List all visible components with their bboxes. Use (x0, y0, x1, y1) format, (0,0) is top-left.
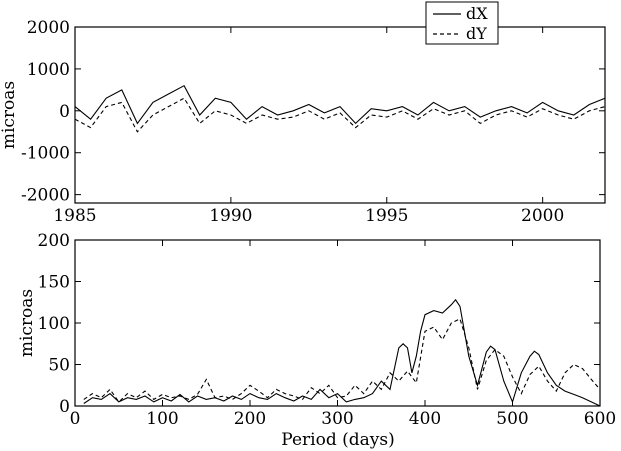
legend-box (425, 1, 499, 45)
bottom-y-tick-label: 100 (38, 314, 70, 334)
bottom-y-tick-label: 50 (48, 356, 70, 376)
bottom-series-dx (83, 298, 601, 407)
top-y-tick-label: -1000 (21, 144, 70, 164)
top-series-dy (74, 97, 606, 133)
top-y-tick-label: 2000 (27, 18, 70, 38)
bottom-x-tick-label: 600 (584, 409, 616, 429)
top-y-tick-label: 1000 (27, 60, 70, 80)
bottom-x-tick-label: 100 (146, 409, 178, 429)
legend-label-dx: dX (466, 4, 488, 23)
legend: dX dY (425, 1, 499, 45)
bottom-y-tick-label: 150 (38, 273, 70, 293)
legend-label-dy: dY (466, 24, 487, 43)
bottom-y-tick-label: 0 (59, 397, 70, 417)
bottom-x-tick-label: 300 (321, 409, 353, 429)
top-y-tick-label: -2000 (21, 186, 70, 206)
bottom-y-axis-label: microas (17, 289, 37, 357)
top-plot-frame (74, 26, 606, 204)
bottom-ticks: 0 100 200 300 400 500 600 0 50 100 150 200 (38, 231, 617, 429)
bottom-x-tick-label: 500 (496, 409, 528, 429)
bottom-series (83, 298, 601, 407)
bottom-x-tick-label: 400 (409, 409, 441, 429)
top-series (74, 84, 606, 133)
top-ticks: 1985 1990 1995 2000 -2000 -1000 0 1000 2000 (21, 18, 605, 226)
top-y-axis-label: microas (0, 81, 19, 149)
top-x-tick-label: 1990 (209, 206, 252, 226)
top-series-dx (74, 84, 606, 125)
top-x-tick-label: 1985 (53, 206, 96, 226)
bottom-x-tick-label: 0 (70, 409, 81, 429)
bottom-y-tick-label: 200 (38, 231, 70, 251)
top-chart: 1985 1990 1995 2000 -2000 -1000 0 1000 2000 micr… (0, 18, 606, 226)
bottom-series-dy (83, 318, 601, 403)
top-y-tick-label: 0 (59, 102, 70, 122)
bottom-plot-frame (74, 239, 601, 407)
top-x-tick-label: 2000 (521, 206, 564, 226)
bottom-x-axis-label: Period (days) (281, 430, 394, 450)
top-x-tick-label: 1995 (365, 206, 408, 226)
bottom-x-tick-label: 200 (234, 409, 266, 429)
